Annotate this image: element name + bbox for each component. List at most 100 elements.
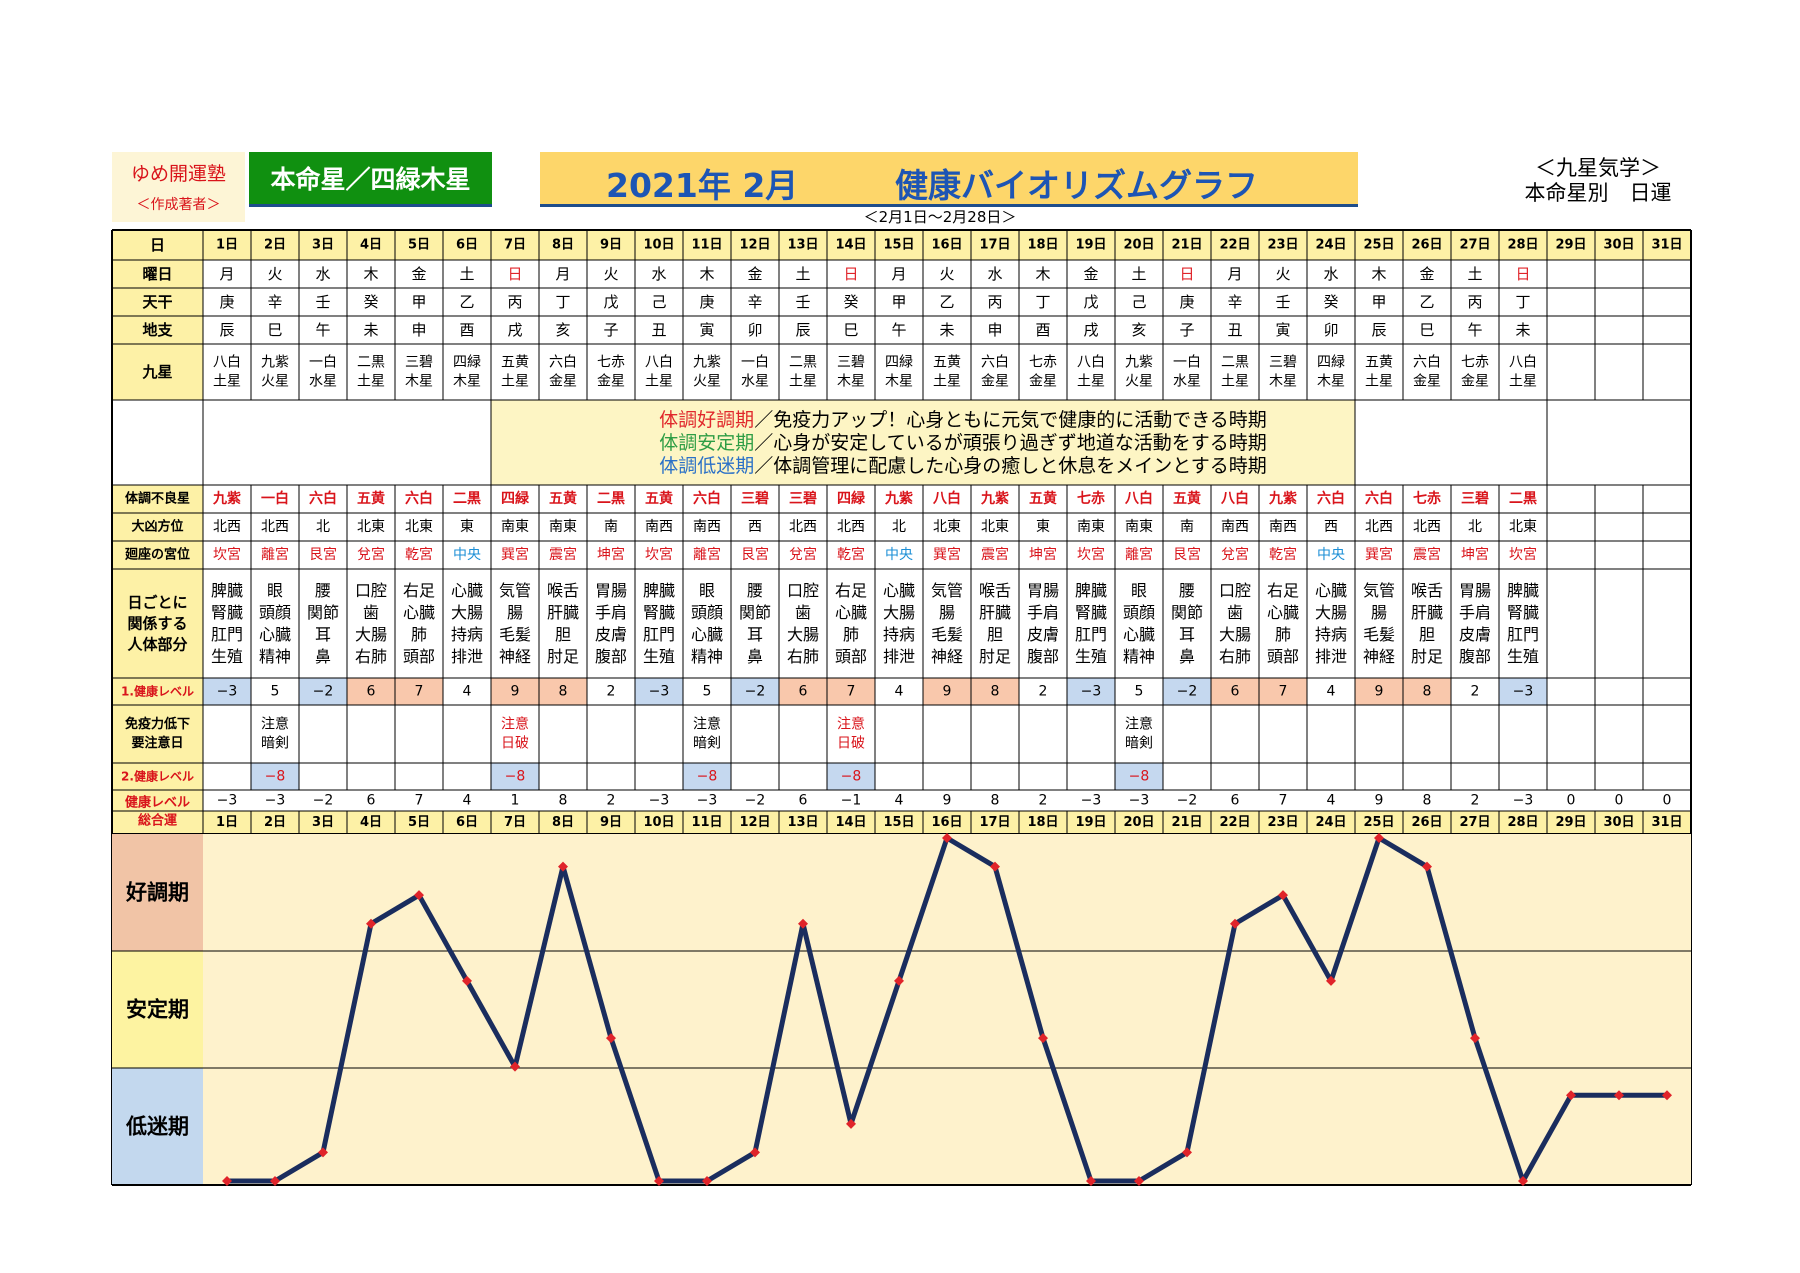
body-parts-cell: 胆 bbox=[1419, 625, 1435, 644]
biorhythm-point bbox=[1230, 918, 1240, 929]
chishi-cell: 亥 bbox=[555, 321, 570, 339]
body-parts-cell: 心臓 bbox=[1123, 625, 1155, 644]
body-parts-cell: 排泄 bbox=[1315, 647, 1347, 666]
total-level-value: −2 bbox=[1177, 793, 1198, 809]
kyo-direction-cell: 南西 bbox=[693, 519, 721, 535]
kyusei-cell: 二黒 bbox=[357, 355, 385, 371]
body-parts-cell: 頭顔 bbox=[259, 603, 291, 622]
body-parts-cell: 持病 bbox=[883, 625, 915, 644]
body-parts-cell: 肝臓 bbox=[979, 603, 1011, 622]
total-level-value: 0 bbox=[1663, 793, 1672, 809]
bad-star-cell: 六白 bbox=[405, 490, 433, 507]
palace-cell: 離宮 bbox=[693, 546, 721, 563]
weekday-cell: 水 bbox=[1323, 265, 1338, 283]
level1-cell-bg bbox=[395, 678, 443, 705]
biorhythm-line-segment bbox=[1377, 835, 1429, 869]
chishi-cell: 寅 bbox=[1275, 321, 1290, 339]
weekday-cell: 水 bbox=[651, 265, 666, 283]
day-footer-cell: 22日 bbox=[1219, 815, 1250, 830]
day-footer-cell: 19日 bbox=[1075, 815, 1106, 830]
body-parts-cell: 手肩 bbox=[1459, 603, 1491, 622]
total-level-value: 6 bbox=[1231, 793, 1240, 809]
palace-cell: 離宮 bbox=[261, 546, 289, 563]
body-parts-cell: 手肩 bbox=[595, 603, 627, 622]
weekday-cell: 金 bbox=[1419, 265, 1434, 283]
body-parts-cell: 頭部 bbox=[835, 647, 867, 666]
day-footer-cell: 7日 bbox=[504, 815, 526, 830]
day-header-cell: 12日 bbox=[739, 238, 770, 253]
level2-value: −8 bbox=[841, 769, 862, 785]
biorhythm-point bbox=[1326, 975, 1336, 986]
kyo-direction-cell: 南西 bbox=[645, 519, 673, 535]
tenkan-cell: 丁 bbox=[1515, 293, 1530, 311]
level1-value: 7 bbox=[415, 684, 424, 700]
day-header-row-bg bbox=[112, 230, 1691, 260]
bad-star-cell: 七赤 bbox=[1077, 491, 1105, 507]
row-label-bg bbox=[112, 790, 203, 811]
kyo-direction-cell: 西 bbox=[748, 519, 762, 535]
row-label-tenkan: 天干 bbox=[142, 293, 172, 311]
level1-cell-bg bbox=[635, 678, 683, 705]
chishi-cell: 未 bbox=[363, 321, 378, 339]
kyo-direction-cell: 北西 bbox=[261, 519, 289, 535]
day-footer-cell: 5日 bbox=[408, 815, 430, 830]
kyusei-cell: 一白 bbox=[309, 355, 337, 371]
body-parts-cell: 心臓 bbox=[403, 603, 435, 622]
body-parts-cell: 胃腸 bbox=[1027, 581, 1059, 600]
day-header-cell: 28日 bbox=[1507, 238, 1538, 253]
biorhythm-point bbox=[1614, 1090, 1624, 1101]
day-footer-cell: 15日 bbox=[883, 815, 914, 830]
body-parts-cell: 腎臓 bbox=[643, 603, 675, 622]
weekday-cell: 月 bbox=[555, 265, 570, 283]
total-level-value: −3 bbox=[697, 793, 718, 809]
legend-line: 体調安定期／心身が安定しているが頑張り過ぎず地道な活動をする時期 bbox=[659, 432, 1266, 454]
body-parts-cell: 精神 bbox=[1123, 647, 1155, 666]
biorhythm-point bbox=[366, 918, 376, 929]
tenkan-cell: 壬 bbox=[795, 293, 810, 311]
body-parts-cell: 大腸 bbox=[1315, 603, 1347, 622]
kyo-direction-cell: 北東 bbox=[1509, 519, 1537, 535]
total-level-value: 2 bbox=[1039, 793, 1048, 809]
tenkan-cell: 庚 bbox=[219, 293, 234, 311]
bad-star-cell: 九紫 bbox=[884, 490, 913, 507]
tenkan-cell: 乙 bbox=[459, 293, 474, 311]
body-parts-cell: 皮膚 bbox=[595, 625, 627, 644]
category-sublabel: 本命星別 日運 bbox=[1524, 181, 1672, 205]
level1-value: −3 bbox=[1513, 684, 1534, 700]
day-footer-cell: 13日 bbox=[787, 815, 818, 830]
biorhythm-line-segment bbox=[1520, 1094, 1574, 1183]
biorhythm-point bbox=[894, 975, 904, 986]
body-parts-cell: 神経 bbox=[1363, 647, 1395, 666]
tenkan-cell: 癸 bbox=[843, 293, 858, 311]
body-parts-cell: 鼻 bbox=[315, 647, 331, 666]
body-parts-cell: 気管 bbox=[499, 581, 531, 600]
palace-cell: 艮宮 bbox=[1173, 547, 1201, 563]
kyusei-cell: 四緑 bbox=[453, 355, 481, 371]
day-header-cell: 23日 bbox=[1267, 238, 1298, 253]
row-label-day: 日 bbox=[150, 236, 165, 254]
bad-star-cell: 六白 bbox=[309, 490, 337, 507]
body-parts-cell: 喉舌 bbox=[1411, 581, 1443, 600]
kyo-direction-cell: 東 bbox=[1036, 519, 1050, 535]
bad-star-cell: 四緑 bbox=[837, 490, 866, 507]
kyusei-cell: 土星 bbox=[1221, 374, 1249, 390]
body-parts-cell: 排泄 bbox=[451, 647, 483, 666]
day-header-cell: 16日 bbox=[931, 238, 962, 253]
body-parts-cell: 毛髪 bbox=[931, 625, 963, 644]
bad-star-cell: 八白 bbox=[1220, 490, 1249, 507]
bad-star-cell: 二黒 bbox=[1509, 491, 1537, 507]
bad-star-cell: 五黄 bbox=[357, 490, 385, 507]
day-footer-cell: 26日 bbox=[1411, 815, 1442, 830]
bad-star-cell: 一白 bbox=[261, 490, 289, 507]
chishi-cell: 未 bbox=[1515, 321, 1530, 339]
body-parts-cell: 腸 bbox=[939, 603, 955, 622]
body-parts-cell: 生殖 bbox=[643, 647, 675, 666]
kyo-direction-cell: 北西 bbox=[837, 519, 865, 535]
bad-star-cell: 三碧 bbox=[1461, 490, 1489, 507]
total-level-value: 4 bbox=[895, 793, 904, 809]
immune-warning-cell: 注意 bbox=[1125, 716, 1153, 733]
kyusei-cell: 土星 bbox=[1077, 374, 1105, 390]
body-parts-cell: 神経 bbox=[499, 647, 531, 666]
total-level-value: 4 bbox=[463, 793, 472, 809]
